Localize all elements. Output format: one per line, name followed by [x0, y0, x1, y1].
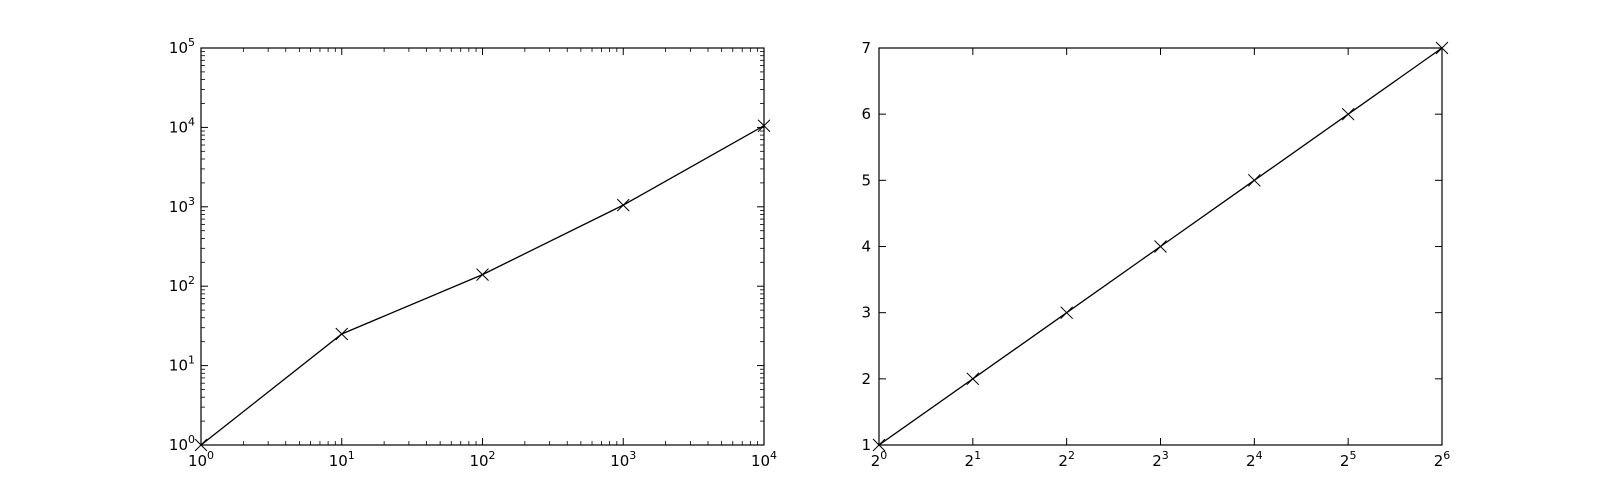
chart0-data-point-marker	[194, 438, 208, 452]
chart0-y-tick-label: 100	[169, 433, 195, 454]
chart0-y-tick-label-exponent: 2	[188, 274, 195, 287]
chart1-marker-stroke-b	[872, 438, 886, 452]
chart1-marker-stroke-b	[966, 372, 980, 386]
chart0-marker-stroke-b	[476, 268, 489, 281]
chart0-y-tick-label-base: 10	[169, 198, 188, 216]
chart0-y-tick-label-base: 10	[169, 436, 188, 454]
chart0-data-point-marker	[616, 198, 630, 212]
chart1-y-tick-label: 3	[861, 304, 871, 322]
chart1-x-tick-label-base: 2	[1152, 452, 1162, 470]
chart0-x-tick-label: 102	[469, 449, 495, 470]
chart1-x-tick-label-exponent: 2	[1068, 449, 1075, 462]
chart1-data-point-marker	[1060, 306, 1074, 320]
chart1-data-point-marker	[1247, 173, 1261, 187]
chart1-x-tick-label: 20	[871, 449, 888, 470]
chart0-y-tick-label-base: 10	[169, 277, 188, 295]
chart1-data-point-marker	[1341, 107, 1355, 121]
chart0-y-tick-label-exponent: 1	[188, 354, 195, 367]
chart1-y-tick-label: 7	[861, 39, 871, 57]
chart0-y-tick-label: 104	[169, 115, 195, 136]
chart0-x-tick-label-exponent: 1	[348, 449, 355, 462]
chart0-x-tick-label-base: 10	[469, 452, 488, 470]
chart0-y-tick-label-base: 10	[169, 357, 188, 375]
chart0-x-tick-label: 101	[329, 449, 355, 470]
chart1-x-tick-label-base: 2	[1340, 452, 1350, 470]
chart1-x-tick-label: 23	[1152, 449, 1169, 470]
chart0-data-point-marker	[476, 268, 489, 281]
chart1-x-tick-label-base: 2	[1434, 452, 1444, 470]
chart0-x-tick-label-exponent: 3	[629, 449, 636, 462]
chart1-x-tick-label-exponent: 4	[1256, 449, 1263, 462]
chart1-data-point-marker	[966, 372, 980, 386]
chart0-y-tick-label-exponent: 3	[188, 195, 195, 208]
chart1-x-tick-label-exponent: 0	[880, 449, 887, 462]
chart1-y-tick-label: 4	[861, 238, 871, 256]
chart0-y-tick-label: 102	[169, 274, 195, 295]
chart0-x-tick-label-base: 10	[188, 452, 207, 470]
chart1-x-tick-label: 26	[1434, 449, 1451, 470]
chart1-y-tick-label: 5	[861, 171, 871, 189]
chart0-x-tick-label-base: 10	[751, 452, 770, 470]
chart1-x-tick-label-exponent: 3	[1162, 449, 1169, 462]
chart1-x-tick-label-base: 2	[1058, 452, 1068, 470]
chart0-y-tick-label-exponent: 0	[188, 433, 195, 446]
chart0-marker-stroke-b	[757, 119, 771, 133]
chart0-y-tick-label-base: 10	[169, 39, 188, 57]
chart0-y-tick-label: 103	[169, 195, 195, 216]
chart0-marker-stroke-b	[335, 327, 349, 341]
chart1-x-tick-label-base: 2	[871, 452, 881, 470]
chart0-y-tick-label: 101	[169, 354, 195, 375]
chart0-x-tick-label-exponent: 2	[489, 449, 496, 462]
chart1-y-tick-label: 6	[861, 105, 871, 123]
chart0-y-tick-label-exponent: 5	[188, 36, 195, 49]
chart0-x-tick-label-base: 10	[610, 452, 629, 470]
chart0-x-tick-label-exponent: 0	[207, 449, 214, 462]
chart1-marker-stroke-b	[1435, 41, 1449, 55]
chart0-marker-stroke-b	[616, 198, 630, 212]
chart0-x-tick-label: 104	[751, 449, 777, 470]
chart1-x-tick-label-exponent: 5	[1349, 449, 1356, 462]
chart0-data-point-marker	[757, 119, 771, 133]
chart1-x-tick-label-exponent: 6	[1443, 449, 1450, 462]
chart1-y-tick-label: 1	[861, 436, 871, 454]
chart1-marker-stroke-b	[1247, 173, 1261, 187]
chart1-x-tick-label-base: 2	[1246, 452, 1256, 470]
chart0-marker-stroke-b	[194, 438, 208, 452]
chart0-x-tick-label-exponent: 4	[770, 449, 777, 462]
chart1-y-tick-label: 2	[861, 370, 871, 388]
chart1-marker-stroke-b	[1060, 306, 1074, 320]
chart0-x-tick-label-base: 10	[329, 452, 348, 470]
chart1-data-point-marker	[1435, 41, 1449, 55]
chart1-data-point-marker	[1154, 240, 1167, 253]
chart0-y-tick-label-exponent: 4	[188, 115, 195, 128]
chart1-marker-stroke-b	[1154, 240, 1167, 253]
chart0-x-tick-label: 103	[610, 449, 636, 470]
chart1-x-tick-label: 21	[965, 449, 982, 470]
chart0-y-tick-label-base: 10	[169, 118, 188, 136]
chart1-x-tick-label: 24	[1246, 449, 1263, 470]
chart1-data-point-marker	[872, 438, 886, 452]
chart1-x-tick-label: 22	[1058, 449, 1075, 470]
chart0-data-point-marker	[335, 327, 349, 341]
chart0-x-tick-label: 100	[188, 449, 214, 470]
chart1-x-tick-label-exponent: 1	[974, 449, 981, 462]
chart0-y-tick-label: 105	[169, 36, 195, 57]
chart1-marker-stroke-b	[1341, 107, 1355, 121]
chart1-x-tick-label: 25	[1340, 449, 1357, 470]
chart1-x-tick-label-base: 2	[965, 452, 975, 470]
